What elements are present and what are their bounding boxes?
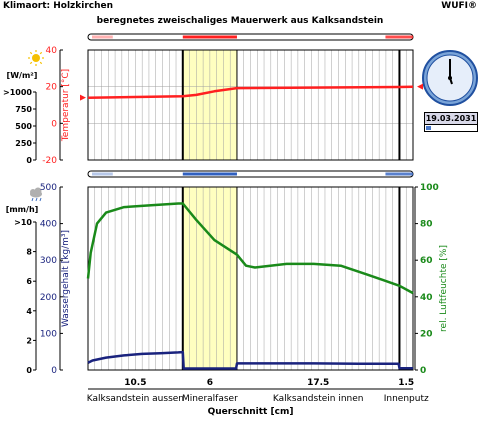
left-axis-tick-label: 20 (46, 83, 58, 93)
outer-left-axis-title: [mm/h] (6, 205, 39, 214)
strip-mark (92, 172, 113, 176)
exterior-boundary-marker (80, 94, 86, 101)
left-axis-tick-label: 400 (40, 220, 57, 230)
right-axis-tick-label: 20 (420, 329, 433, 339)
outer-left-axis-tick-label: 250 (15, 139, 32, 148)
left-axis-tick-label: 300 (40, 256, 57, 266)
outer-left-axis-tick-label: >1000 (3, 88, 32, 97)
right-axis-tick-label: 0 (420, 366, 426, 376)
left-axis-title: Wassergehalt [kg/m³] (61, 230, 71, 327)
series-line-temperatur (87, 85, 414, 99)
outer-left-axis-tick-label: 750 (15, 105, 32, 114)
outer-left-axis-tick-label: >10 (14, 218, 32, 227)
clock-progress-fill (426, 126, 431, 130)
outer-left-axis-tick-label: 500 (15, 122, 32, 131)
layer-name-label: Kalksandstein aussen (87, 394, 184, 404)
page-title: beregnetes zweischaliges Mauerwerk aus K… (96, 16, 384, 26)
strip-mark (385, 172, 413, 176)
right-axis-tick-label: 60 (420, 256, 433, 266)
layer-name-label: Kalksandstein innen (273, 394, 364, 404)
grid-lines (94, 50, 407, 160)
plot-frame (87, 49, 414, 161)
grid-lines (94, 187, 407, 370)
left-axis-tick-label: 0 (51, 119, 57, 129)
layer-name-label: Mineralfaser (182, 394, 238, 404)
layer-thickness-label: 17.5 (307, 378, 329, 388)
layer-thickness-label: 6 (207, 378, 213, 388)
left-axis-tick-label: 0 (51, 366, 57, 376)
strip-mark (182, 172, 237, 176)
left-axis-tick-label: 500 (40, 183, 57, 193)
outer-left-axis-title: [W/m²] (7, 71, 38, 80)
outer-left-axis-tick-label: 6 (26, 277, 32, 286)
outer-left-axis-tick-label: 0 (26, 366, 32, 375)
right-axis-title: rel. Luftfeuchte [%] (439, 245, 449, 332)
strip-mark (182, 35, 237, 39)
outer-left-axis-tick-label: 4 (26, 307, 32, 316)
top-layer-strip (87, 33, 414, 41)
brand-label: WUFI® (441, 1, 477, 11)
layer-name-label: Innenputz (384, 394, 429, 404)
sun-icon (28, 50, 44, 66)
outer-left-axis-tick-label: 0 (26, 156, 32, 165)
series-line-rel-luftfeuchte (86, 202, 414, 295)
right-axis-tick-label: 100 (420, 183, 439, 193)
left-axis-tick-label: 200 (40, 293, 57, 303)
x-axis-title: Querschnitt [cm] (208, 407, 294, 417)
clock-progress-bar (424, 124, 478, 132)
outer-left-axis-tick-label: 2 (26, 336, 32, 345)
bottom-layer-strip (87, 170, 414, 178)
outer-left-axis-tick-label: 8 (26, 248, 32, 257)
right-axis-tick-label: 40 (420, 293, 433, 303)
right-axis-tick-label: 80 (420, 220, 433, 230)
left-axis-tick-label: 40 (46, 46, 58, 56)
left-axis-tick-label: -20 (42, 156, 57, 166)
layer-thickness-label: 10.5 (124, 378, 146, 388)
strip-mark (92, 35, 113, 39)
climate-location-label: Klimaort: Holzkirchen (3, 1, 114, 11)
left-axis-title: Temperatur [°C] (61, 69, 71, 142)
series-line-wassergehalt (87, 350, 413, 370)
interior-boundary-marker (417, 83, 423, 90)
rain-cloud-icon (30, 187, 42, 202)
clock-icon (422, 50, 478, 106)
strip-mark (385, 35, 413, 39)
left-axis-tick-label: 100 (40, 329, 57, 339)
layer-thickness-label: 1.5 (398, 378, 414, 388)
